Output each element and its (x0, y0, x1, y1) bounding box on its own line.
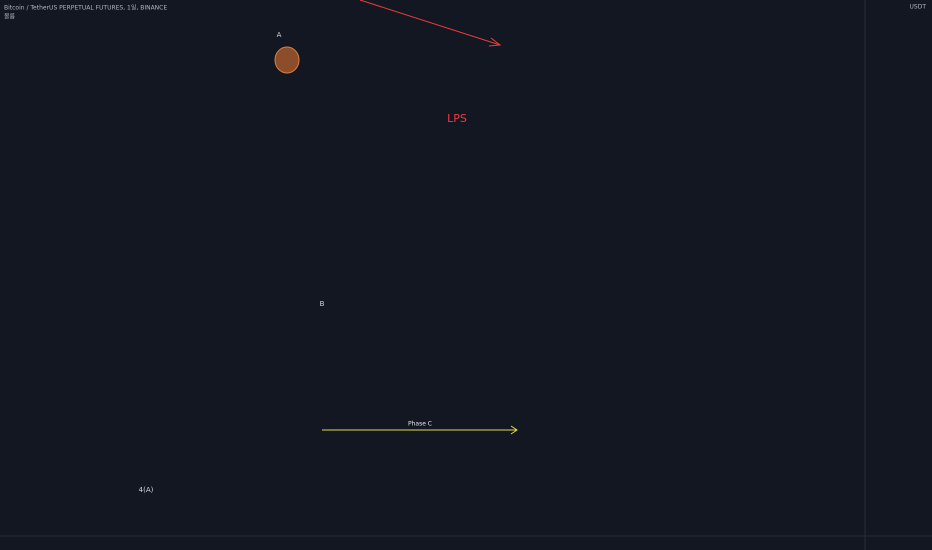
trend-arrow (359, 0, 501, 46)
trend-arrow-head (488, 37, 502, 47)
peak-label: A (277, 31, 282, 39)
peak-highlight (274, 46, 300, 74)
lps-label: LPS (447, 112, 467, 125)
trough-label: B (320, 300, 325, 308)
currency-label: USDT (910, 4, 927, 11)
symbol-title: Bitcoin / TetherUS PERPETUAL FUTURES, 1일… (4, 4, 167, 12)
indicator-label: 볼륨 (4, 14, 16, 21)
wave-label: 4(A) (139, 486, 154, 494)
phase-label: Phase C (408, 421, 432, 428)
phase-arrow-head (510, 425, 518, 435)
